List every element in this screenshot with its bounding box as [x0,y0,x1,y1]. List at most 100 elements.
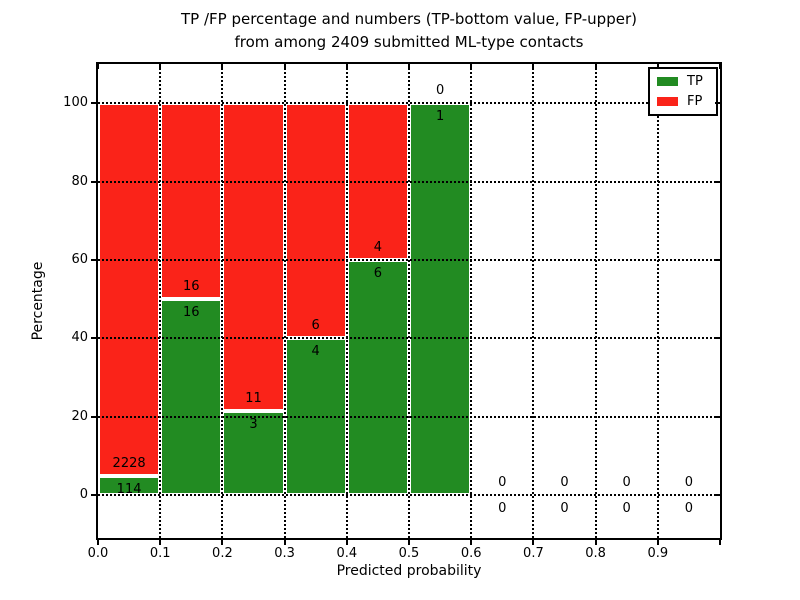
x-tick-mark-top [283,64,286,69]
fp-bar-segment [98,103,161,476]
plot-area: 2228 114 16 16 11 3 6 4 4 6 0 1 0 0 0 0 0 0 0 0 [96,62,722,540]
y-tick-mark [91,415,96,418]
y-tick-label: 20 [71,408,88,424]
tp-bar-segment [98,475,161,495]
fp-bar-segment [160,103,223,300]
fp-count-label: 0 [622,474,631,490]
tp-count-label: 0 [684,500,694,516]
horizontal-gridline [98,493,720,496]
x-tick-label: 0.0 [87,546,109,561]
x-tick-mark-top [221,64,224,69]
x-tick-label: 0.1 [149,546,171,561]
x-tick-label: 0.4 [336,546,358,561]
y-tick-label: 60 [71,251,88,267]
y-tick-mark-right [715,415,720,418]
y-tick-mark [91,180,96,183]
vertical-gridline [532,64,535,538]
fp-bar-segment [222,103,285,411]
fp-count-label: 0 [435,83,445,99]
y-tick-mark [91,337,96,340]
x-tick-mark [656,540,659,545]
x-tick-mark-top [656,64,659,69]
x-tick-label: 0.6 [460,546,482,561]
fp-count-label: 4 [373,239,383,255]
y-tick-mark-right [715,258,720,261]
x-tick-mark-top [159,64,162,69]
x-tick-label: 0.8 [585,546,606,561]
vertical-gridline [221,64,224,538]
tp-count-label: 0 [560,500,569,516]
x-tick-label: 0.3 [274,546,295,561]
x-tick-label: 0.2 [212,546,233,561]
legend-item: TP [657,75,709,88]
vertical-gridline [470,64,473,538]
vertical-gridline [656,64,659,538]
fp-count-label: 11 [245,390,262,406]
fp-count-label: 0 [560,474,569,490]
vertical-gridline [594,64,597,538]
tp-bar-segment [160,299,223,495]
fp-count-label: 2228 [112,455,146,471]
y-tick-mark [91,102,96,105]
tp-count-label: 16 [183,305,200,321]
x-tick-mark-top [532,64,535,69]
x-tick-mark [408,540,410,545]
plot-canvas: 2228 114 16 16 11 3 6 4 4 6 0 1 0 0 0 0 0 0 0 0 [98,64,720,538]
x-tick-label: 0.9 [647,546,669,561]
y-tick-label: 100 [63,95,88,111]
tp-count-label: 0 [622,500,631,516]
x-tick-mark [532,540,535,545]
tp-color-swatch [657,77,678,86]
fp-bar-segment [284,103,347,339]
tp-count-label: 1 [435,109,445,125]
tp-bar-segment [346,259,409,495]
y-axis-label: Percentage [30,261,46,341]
y-tick-mark-right [715,180,720,183]
chart-title-line1: TP /FP percentage and numbers (TP-bottom… [181,10,637,28]
y-tick-label: 0 [79,486,88,502]
tp-count-label: 4 [311,344,320,360]
x-tick-label: 0.5 [398,546,420,561]
vertical-gridline [408,64,410,538]
x-tick-mark [594,540,597,545]
vertical-gridline [345,64,348,538]
y-tick-label: 40 [71,330,88,346]
x-tick-mark-top [97,64,99,69]
fp-count-label: 6 [311,318,320,334]
tp-bar-segment [222,410,285,495]
legend-item-label: TP [687,74,703,89]
x-tick-mark [283,540,286,545]
tp-count-label: 3 [249,416,258,432]
x-axis-label: Predicted probability [336,563,482,579]
y-tick-mark [91,493,96,496]
x-tick-mark-top [719,64,721,69]
horizontal-gridline [98,415,720,418]
legend-item: FP [657,95,709,108]
fp-color-swatch [657,97,678,106]
y-tick-label: 80 [71,173,88,189]
tp-bar-segment [409,103,472,495]
x-tick-mark-top [594,64,597,69]
tp-count-label: 114 [116,481,142,497]
y-tick-mark-right [715,493,720,496]
chart-title: TP /FP percentage and numbers (TP-bottom… [96,8,722,54]
x-tick-mark-top [470,64,473,69]
fp-count-label: 16 [183,279,200,295]
fp-count-label: 0 [498,474,507,490]
x-tick-mark [97,540,99,545]
x-tick-mark [345,540,348,545]
x-tick-mark [470,540,473,545]
legend: TP FP [648,67,718,116]
y-tick-mark-right [715,102,720,105]
horizontal-gridline [98,258,720,261]
horizontal-gridline [98,180,720,183]
horizontal-gridline [98,102,720,105]
x-tick-mark [221,540,224,545]
x-tick-label: 0.7 [523,546,544,561]
chart-title-line2: from among 2409 submitted ML-type contac… [234,33,584,51]
horizontal-gridline [98,337,720,340]
tp-count-label: 0 [498,500,507,516]
legend-item-label: FP [687,94,703,109]
x-tick-mark [719,540,721,545]
